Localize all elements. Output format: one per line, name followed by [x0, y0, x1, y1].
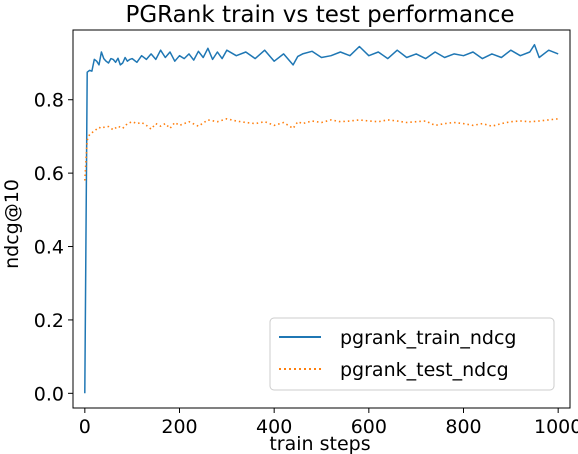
y-tick-label: 0.0	[34, 383, 64, 405]
x-tick-label: 0	[79, 416, 91, 438]
x-tick-label: 200	[161, 416, 197, 438]
x-tick-label: 400	[256, 416, 292, 438]
y-tick-label: 0.6	[34, 163, 64, 185]
x-axis-title: train steps	[269, 433, 370, 454]
y-tick-label: 0.2	[34, 310, 64, 332]
y-tick-label: 0.8	[34, 90, 64, 112]
series-line-pgrank_train_ndcg	[84, 43, 559, 394]
plot-frame	[72, 29, 571, 409]
x-tick-label: 600	[351, 416, 387, 438]
y-tick-label: 0.4	[34, 237, 64, 259]
x-tick-label: 1000	[534, 416, 578, 438]
legend: pgrank_train_ndcg pgrank_test_ndcg	[269, 317, 555, 391]
legend-label-test: pgrank_test_ndcg	[340, 359, 509, 381]
plot-lines	[84, 43, 559, 394]
x-axis-ticks: 0 200 400 600 800 1000	[79, 408, 578, 438]
series-line-pgrank_test_ndcg	[84, 118, 559, 181]
y-axis-ticks: 0.0 0.2 0.4 0.6 0.8	[34, 90, 73, 405]
x-tick-label: 800	[445, 416, 481, 438]
chart-title: PGRank train vs test performance	[125, 2, 514, 28]
y-axis-title: ndcg@10	[1, 179, 23, 269]
legend-label-train: pgrank_train_ndcg	[340, 327, 516, 349]
legend-box	[269, 317, 555, 391]
